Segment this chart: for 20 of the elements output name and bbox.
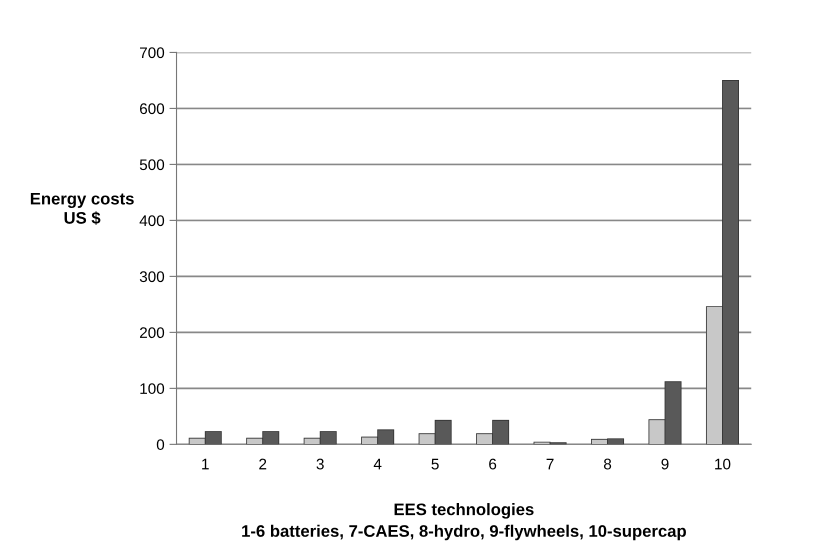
y-tick-label: 0 bbox=[156, 439, 164, 450]
x-axis-title: EES technologies 1-6 batteries, 7-CAES, 8-hydro, 9-flywheels, 10-supercap bbox=[242, 503, 686, 540]
x-tick-label: 3 bbox=[316, 458, 324, 470]
y-tick-label: 300 bbox=[140, 271, 164, 282]
x-tick-label: 9 bbox=[661, 458, 669, 470]
x-tick-label: 1 bbox=[202, 458, 209, 470]
x-tick-label: 6 bbox=[489, 458, 496, 470]
y-tick-label: 100 bbox=[140, 383, 164, 394]
y-tick-label: 200 bbox=[140, 327, 164, 338]
x-tick-label: 7 bbox=[546, 458, 554, 470]
y-tick-label: 700 bbox=[140, 47, 164, 58]
y-tick-label: 600 bbox=[140, 103, 164, 114]
x-tick-label: 10 bbox=[715, 458, 730, 470]
y-tick-label: 500 bbox=[140, 159, 164, 170]
x-tick-label: 4 bbox=[374, 458, 382, 470]
x-tick-label: 5 bbox=[431, 458, 439, 470]
x-tick-label: 8 bbox=[604, 458, 612, 470]
y-axis-title: Energy costs US $ bbox=[30, 192, 134, 225]
y-tick-label: 400 bbox=[140, 215, 164, 226]
x-tick-label: 2 bbox=[259, 458, 266, 470]
